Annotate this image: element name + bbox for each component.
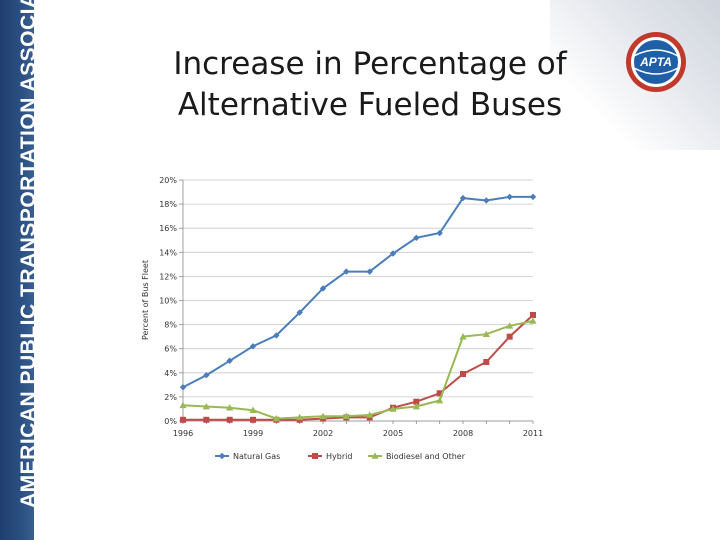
series-3-point xyxy=(506,322,514,329)
series-line-1 xyxy=(182,195,533,389)
series-3-point xyxy=(436,396,444,404)
x-tick-label: 1996 xyxy=(173,429,193,438)
y-axis-ticks: 0% 2% 4% 6% 8% 10% 12% 14% 16% 18% 20% xyxy=(159,176,183,426)
series-2-point xyxy=(460,371,466,378)
series-3-point xyxy=(366,411,374,418)
series-3-point xyxy=(482,330,490,338)
legend-label: Hybrid xyxy=(326,452,352,461)
series-3-point xyxy=(296,413,304,421)
sidebar-band: AMERICAN PUBLIC TRANSPORTATION ASSOCIATI… xyxy=(0,0,40,540)
legend-marker xyxy=(371,452,379,459)
logo-text: APTA xyxy=(639,55,672,69)
y-axis-label: Percent of Bus Fleet xyxy=(141,260,150,340)
series-1-point xyxy=(529,193,537,201)
series-2-point xyxy=(413,398,420,405)
series-2-point xyxy=(226,416,233,423)
series-1-point xyxy=(203,372,210,379)
series-3-point xyxy=(249,406,257,413)
series-2-point xyxy=(180,416,186,423)
x-tick-label: 2002 xyxy=(313,429,333,438)
series-1-point xyxy=(506,193,513,201)
series-3-point xyxy=(272,414,280,422)
legend-marker xyxy=(312,453,318,459)
chart-legend: Natural Gas Hybrid Biodiesel and Other xyxy=(215,452,466,461)
series-3-point xyxy=(226,404,234,411)
x-tick-label: 2011 xyxy=(523,429,543,438)
legend-label: Biodiesel and Other xyxy=(386,452,466,461)
y-tick-label: 4% xyxy=(164,369,177,378)
x-tick-label: 2008 xyxy=(453,429,473,438)
y-tick-label: 12% xyxy=(159,272,177,281)
series-1-point xyxy=(436,229,443,237)
series-2-point xyxy=(250,416,256,423)
chart-gridlines xyxy=(183,179,533,422)
x-axis-ticks: 1996 1999 2002 2005 2008 2011 xyxy=(173,421,543,438)
series-2-point xyxy=(436,390,443,397)
series-3-point xyxy=(459,333,467,340)
series-3-point xyxy=(389,405,397,412)
legend-marker xyxy=(218,452,226,460)
y-tick-label: 16% xyxy=(159,224,177,233)
legend-label: Natural Gas xyxy=(233,452,280,461)
series-1-point xyxy=(296,309,303,316)
chart-title-line-1: Increase in Percentage of xyxy=(173,46,567,82)
series-1-point xyxy=(343,268,350,275)
series-2-point xyxy=(483,358,490,365)
y-tick-label: 18% xyxy=(159,200,177,209)
series-1-point xyxy=(319,285,327,292)
series-1-point xyxy=(179,384,187,391)
y-tick-label: 2% xyxy=(164,393,177,402)
x-tick-label: 1999 xyxy=(243,429,263,438)
series-3-point xyxy=(202,402,210,410)
series-line-2 xyxy=(183,314,534,421)
y-tick-label: 0% xyxy=(164,417,177,426)
series-1-point xyxy=(389,250,397,257)
y-tick-label: 6% xyxy=(164,345,177,354)
series-1-point xyxy=(273,332,280,339)
series-1-point xyxy=(459,194,467,202)
series-2-point xyxy=(203,416,210,423)
apta-logo: APTA xyxy=(626,32,686,92)
series-3-point xyxy=(529,317,537,324)
series-1-point xyxy=(226,357,233,364)
x-tick-label: 2005 xyxy=(383,429,403,438)
series-1-point xyxy=(366,268,373,275)
series-3-point xyxy=(342,412,350,419)
y-tick-label: 14% xyxy=(159,248,177,257)
y-tick-label: 8% xyxy=(164,321,177,330)
y-tick-label: 20% xyxy=(159,176,177,185)
series-3-point xyxy=(412,402,420,410)
chart-title-line-2: Alternative Fueled Buses xyxy=(177,87,563,123)
series-3-point xyxy=(179,401,187,409)
chart-title: Increase in Percentage of Alternative Fu… xyxy=(100,44,640,126)
series-line-3 xyxy=(182,320,534,420)
series-1-point xyxy=(483,197,490,204)
series-2-point xyxy=(506,333,513,340)
series-2-point xyxy=(530,311,536,318)
chart-series xyxy=(179,193,537,423)
series-3-point xyxy=(319,412,327,419)
y-tick-label: 10% xyxy=(159,297,177,306)
series-1-point xyxy=(249,343,257,350)
series-1-point xyxy=(413,234,420,242)
